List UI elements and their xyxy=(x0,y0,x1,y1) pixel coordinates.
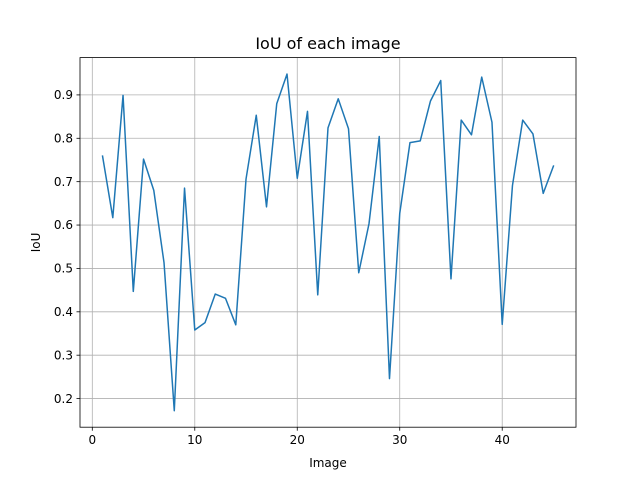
grid-layer xyxy=(80,57,576,428)
y-tick-label: 0.8 xyxy=(54,131,73,145)
plot-frame xyxy=(79,57,577,428)
tick-layer: 0 10 20 30 40 0.2 0.3 0.4 0.5 0.6 0.7 0.8 0.9 xyxy=(54,88,510,447)
y-tick-label: 0.2 xyxy=(54,392,73,406)
x-tick-label: 10 xyxy=(187,433,202,447)
x-tick-label: 0 xyxy=(88,433,96,447)
y-tick-label: 0.4 xyxy=(54,305,73,319)
chart-title: IoU of each image xyxy=(255,34,400,53)
x-tick-label: 30 xyxy=(392,433,407,447)
x-tick-label: 20 xyxy=(290,433,305,447)
y-tick-label: 0.5 xyxy=(54,262,73,276)
y-tick-label: 0.3 xyxy=(54,348,73,362)
x-axis-label: Image xyxy=(309,456,347,470)
x-tick-label: 40 xyxy=(495,433,510,447)
iou-series-line xyxy=(101,73,555,412)
y-tick-label: 0.9 xyxy=(54,88,73,102)
y-tick-label: 0.7 xyxy=(54,175,73,189)
y-tick-label: 0.6 xyxy=(54,218,73,232)
y-axis-label: IoU xyxy=(29,233,43,253)
line-layer xyxy=(101,73,555,412)
